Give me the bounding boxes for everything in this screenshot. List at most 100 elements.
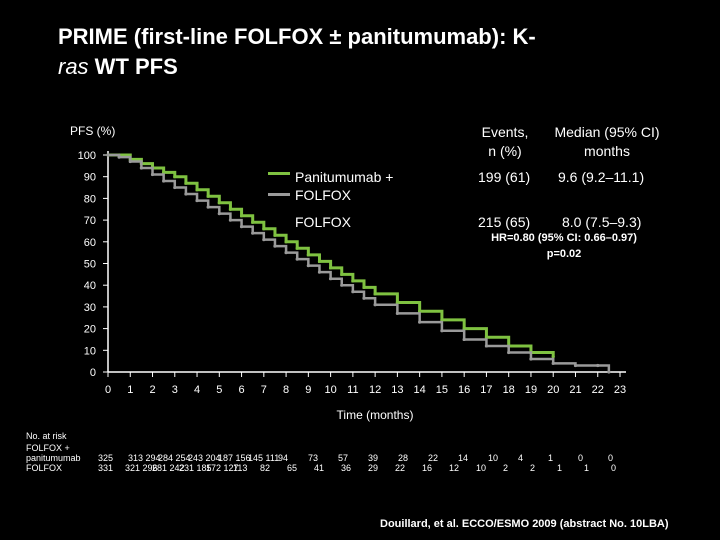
median-column-header: Median (95% CI) months: [542, 123, 672, 161]
risk-value: 145 111: [248, 453, 280, 463]
series-line-panitumumab: [108, 153, 555, 357]
risk-value: 0: [578, 453, 584, 463]
data-point-folfox: [251, 231, 255, 235]
data-point-panitumumab: [173, 175, 177, 179]
data-point-panitumumab: [329, 266, 333, 270]
risk-value: 73: [308, 453, 319, 463]
median-header-line1: Median (95% CI): [554, 124, 660, 140]
data-point-folfox: [284, 251, 288, 255]
risk-value: 36: [341, 463, 352, 473]
risk-value: 94: [278, 453, 289, 463]
title-line1: PRIME (first-line FOLFOX ± panitumumab):…: [58, 24, 536, 49]
risk-value: 1: [584, 463, 590, 473]
risk-value: 325: [98, 453, 114, 463]
data-point-panitumumab: [551, 355, 555, 359]
data-point-folfox: [295, 257, 299, 261]
risk-value: 331: [98, 463, 114, 473]
x-tick-label: 10: [324, 384, 336, 396]
data-point-folfox: [529, 357, 533, 361]
risk-value: 2: [530, 463, 536, 473]
data-point-folfox: [228, 218, 233, 222]
data-point-panitumumab: [395, 300, 399, 305]
median-header-line2: months: [584, 143, 630, 159]
x-tick-label: 1: [127, 384, 133, 396]
data-point-folfox: [128, 159, 132, 164]
x-tick-label: 13: [391, 384, 403, 396]
x-axis-title: Time (months): [336, 408, 414, 422]
data-point-folfox: [462, 337, 466, 342]
data-point-folfox: [306, 264, 310, 268]
data-point-folfox: [262, 238, 266, 242]
x-tick-label: 0: [105, 384, 111, 396]
events-panitumumab: 199 (61): [478, 169, 531, 185]
risk-value: 10: [488, 453, 499, 463]
risk-value: 14: [458, 453, 469, 463]
data-point-panitumumab: [195, 188, 199, 192]
data-point-folfox: [106, 153, 110, 157]
events-folfox: 215 (65): [478, 214, 531, 230]
risk-row1-label-line1: FOLFOX +: [26, 443, 70, 453]
risk-value: 113: [233, 463, 248, 473]
risk-heading: No. at risk: [26, 431, 67, 441]
risk-value: 12: [449, 463, 460, 473]
data-point-panitumumab: [440, 318, 444, 322]
data-point-folfox: [607, 370, 611, 374]
series-line-folfox: [108, 153, 611, 372]
data-point-folfox: [139, 166, 143, 170]
y-axis-title: PFS (%): [70, 124, 116, 138]
x-tick-label: 5: [216, 384, 222, 396]
legend-label-folfox: FOLFOX: [295, 214, 352, 230]
data-point-folfox: [195, 198, 199, 203]
x-tick-label: 11: [347, 384, 358, 396]
legend-swatch-panitumumab: [268, 172, 290, 175]
data-point-folfox: [596, 363, 600, 368]
data-point-folfox: [206, 205, 210, 209]
risk-value: 57: [338, 453, 349, 463]
data-point-panitumumab: [340, 272, 344, 276]
risk-value: 321 296: [125, 463, 158, 473]
data-point-folfox: [418, 320, 422, 324]
citation: Douillard, et al. ECCO/ESMO 2009 (abstra…: [380, 518, 669, 530]
data-point-panitumumab: [484, 335, 489, 339]
data-point-panitumumab: [162, 170, 166, 174]
events-column-header: Events, n (%): [474, 123, 536, 161]
median-panitumumab: 9.6 (9.2–11.1): [558, 169, 645, 185]
risk-value: 172 127: [206, 463, 239, 473]
legend-swatch-folfox: [268, 193, 290, 196]
legend-label-panitumumab: Panitumumab + FOLFOX: [295, 168, 393, 204]
hazard-ratio-line1: HR=0.80 (95% CI: 0.66–0.97): [491, 232, 637, 244]
x-tick-label: 22: [592, 384, 604, 396]
y-tick-label: 40: [84, 280, 96, 292]
x-tick-label: 6: [239, 384, 245, 396]
data-point-panitumumab: [262, 227, 266, 231]
risk-value: 39: [368, 453, 379, 463]
events-header-line2: n (%): [488, 143, 522, 159]
x-tick-label: 9: [305, 384, 311, 396]
title-rest: WT PFS: [88, 54, 178, 79]
x-tick-label: 12: [369, 384, 381, 396]
data-point-folfox: [150, 172, 155, 177]
hazard-ratio: HR=0.80 (95% CI: 0.66–0.97) p=0.02: [474, 230, 654, 262]
data-point-panitumumab: [251, 220, 255, 224]
risk-value: 313 294: [128, 453, 161, 463]
data-point-folfox: [184, 192, 188, 196]
hazard-ratio-line2: p=0.02: [546, 248, 582, 260]
risk-value: 0: [611, 463, 617, 473]
legend-label-panitumumab-line1: Panitumumab +: [295, 169, 394, 185]
data-point-panitumumab: [295, 246, 299, 250]
data-point-folfox: [273, 244, 277, 248]
data-point-folfox: [484, 344, 489, 348]
data-point-folfox: [362, 296, 366, 300]
data-point-folfox: [117, 155, 121, 159]
y-tick-label: 10: [84, 345, 96, 357]
risk-row1-label: FOLFOX + panitumumab: [26, 443, 81, 463]
risk-value: 2: [503, 463, 509, 473]
title-italic: ras: [58, 54, 89, 79]
risk-value: 281 242: [152, 463, 185, 473]
slide-title: PRIME (first-line FOLFOX ± panitumumab):…: [58, 22, 698, 82]
y-tick-label: 70: [84, 215, 96, 227]
x-tick-label: 15: [436, 384, 448, 396]
data-point-folfox: [217, 211, 221, 216]
data-point-folfox: [173, 185, 177, 190]
data-point-panitumumab: [217, 201, 221, 205]
